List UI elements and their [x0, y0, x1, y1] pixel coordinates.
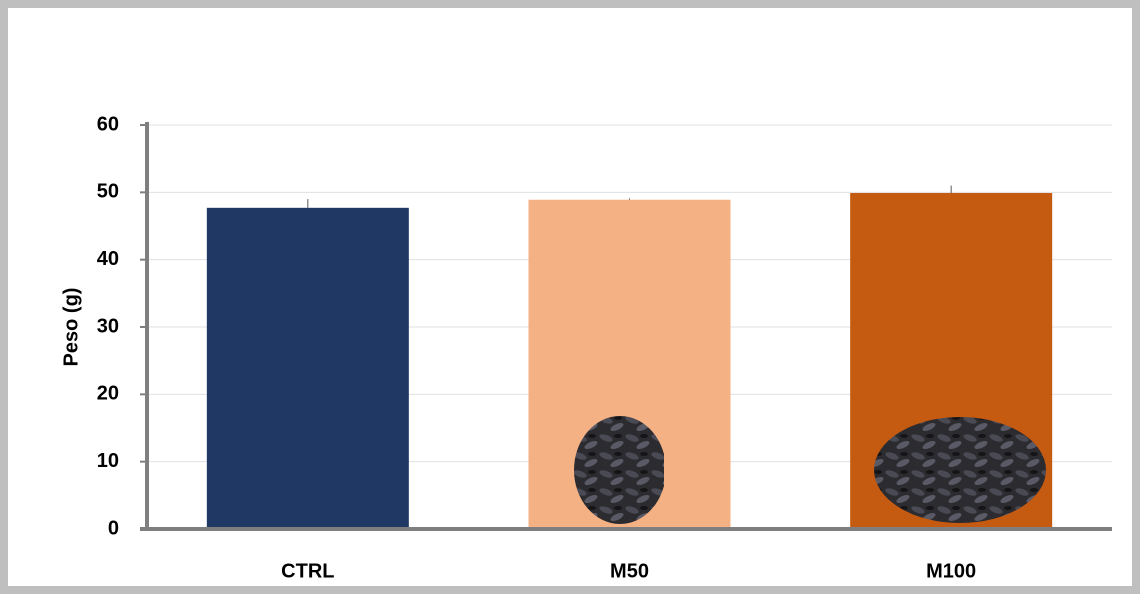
- x-tick-label: CTRL: [281, 560, 334, 582]
- y-tick-label: 0: [108, 517, 119, 539]
- seed-image: [574, 416, 664, 524]
- y-tick-label: 50: [97, 181, 119, 203]
- y-axis-label: Peso (g): [60, 288, 82, 367]
- y-tick-label: 20: [97, 383, 119, 405]
- x-tick-label: M50: [610, 560, 649, 582]
- y-tick-label: 60: [97, 113, 119, 135]
- x-tick-label: M100: [926, 560, 976, 582]
- y-tick-label: 10: [97, 450, 119, 472]
- y-tick-label: 30: [97, 315, 119, 337]
- y-tick-label: 40: [97, 248, 119, 270]
- seed-image: [874, 417, 1046, 523]
- bar: [206, 207, 409, 529]
